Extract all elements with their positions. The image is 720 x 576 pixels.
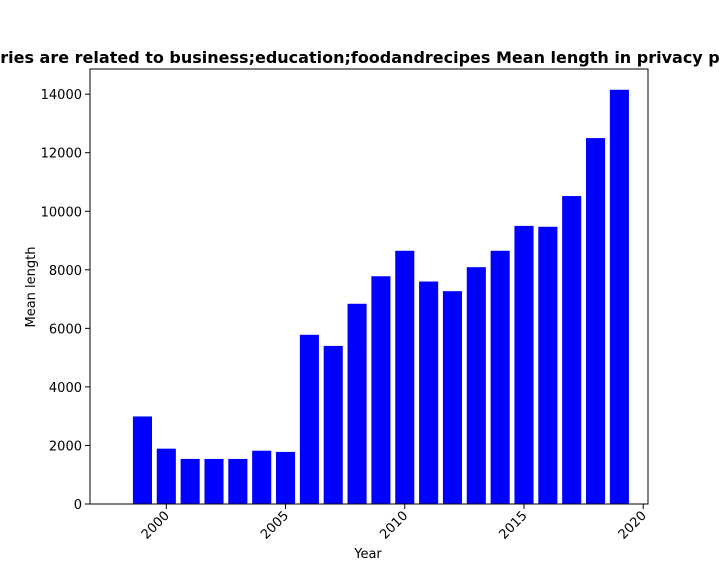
bar-2008 bbox=[347, 303, 367, 504]
bar-2015 bbox=[514, 225, 534, 504]
bar-2018 bbox=[586, 138, 606, 504]
y-tick-label: 2000 bbox=[49, 439, 82, 454]
x-axis-label: Year bbox=[353, 547, 382, 562]
bar-2011 bbox=[419, 281, 439, 504]
x-tick-label: 2015 bbox=[497, 509, 531, 543]
y-tick-label: 10000 bbox=[41, 205, 82, 220]
bar-2019 bbox=[609, 89, 629, 504]
bar-2013 bbox=[466, 267, 486, 504]
y-tick-label: 0 bbox=[74, 498, 82, 513]
bar-2009 bbox=[371, 276, 391, 504]
bars-group bbox=[132, 89, 629, 505]
bar-2004 bbox=[252, 450, 272, 504]
bar-2017 bbox=[562, 196, 582, 505]
bar-1999 bbox=[132, 416, 152, 504]
bar-2003 bbox=[228, 458, 248, 504]
bar-2016 bbox=[538, 226, 558, 504]
bar-2006 bbox=[299, 334, 319, 504]
x-axis: 2000 2005 2010 2015 2020 bbox=[139, 504, 650, 543]
bar-2000 bbox=[156, 448, 176, 504]
y-tick-label: 12000 bbox=[41, 147, 82, 162]
bar-2012 bbox=[442, 291, 462, 504]
x-tick-label: 2020 bbox=[616, 509, 650, 543]
bar-2005 bbox=[276, 451, 296, 504]
bar-2002 bbox=[204, 458, 224, 504]
plot-frame bbox=[89, 68, 649, 505]
y-tick-label: 4000 bbox=[49, 381, 82, 396]
x-tick-label: 2005 bbox=[258, 509, 292, 543]
x-tick-label: 2000 bbox=[139, 509, 173, 543]
y-tick-label: 8000 bbox=[49, 264, 82, 279]
bar-2007 bbox=[323, 345, 343, 504]
bar-2010 bbox=[395, 250, 415, 504]
y-axis-label: Mean length bbox=[24, 247, 39, 328]
bar-2001 bbox=[180, 458, 200, 504]
bar-2014 bbox=[490, 250, 510, 504]
chart-title: ries are related to business;education;f… bbox=[0, 48, 720, 67]
y-tick-label: 6000 bbox=[49, 322, 82, 337]
y-tick-label: 14000 bbox=[41, 88, 82, 103]
y-axis: 0 2000 4000 6000 8000 10000 12000 14000 bbox=[41, 88, 90, 513]
x-tick-label: 2010 bbox=[377, 509, 411, 543]
